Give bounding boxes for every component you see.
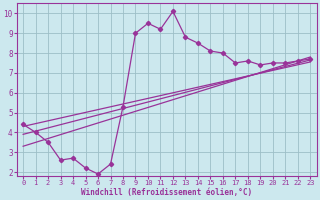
X-axis label: Windchill (Refroidissement éolien,°C): Windchill (Refroidissement éolien,°C) (81, 188, 252, 197)
